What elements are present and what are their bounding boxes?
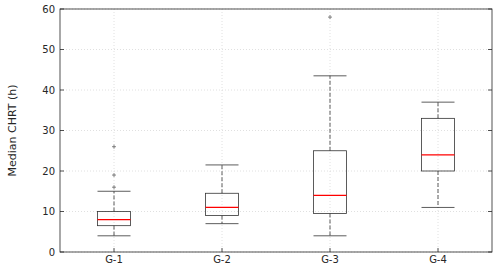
x-tick-label: G-1 xyxy=(105,254,123,265)
y-tick-right xyxy=(488,252,492,253)
box-group xyxy=(314,15,347,236)
y-tick-label: 60 xyxy=(42,4,55,15)
y-tick-right xyxy=(488,90,492,91)
grid-line xyxy=(60,49,492,50)
y-tick xyxy=(60,9,64,10)
whisker-low xyxy=(330,214,331,236)
outlier xyxy=(112,185,116,189)
box xyxy=(314,151,347,214)
y-tick xyxy=(60,211,64,212)
y-tick-label: 0 xyxy=(49,247,55,258)
outlier xyxy=(112,145,116,149)
y-tick-right xyxy=(488,171,492,172)
box xyxy=(422,118,455,171)
y-tick-right xyxy=(488,211,492,212)
cap-low xyxy=(206,223,239,224)
y-tick xyxy=(60,171,64,172)
cap-high xyxy=(98,191,131,192)
whisker-high xyxy=(330,76,331,151)
y-tick-right xyxy=(488,9,492,10)
y-tick-label: 10 xyxy=(42,206,55,217)
frame xyxy=(60,9,492,252)
y-tick xyxy=(60,130,64,131)
y-tick xyxy=(60,90,64,91)
y-tick-right xyxy=(488,49,492,50)
y-tick xyxy=(60,252,64,253)
cap-low xyxy=(422,207,455,208)
x-tick-label: G-2 xyxy=(213,254,231,265)
y-tick xyxy=(60,49,64,50)
whisker-high xyxy=(222,165,223,193)
y-tick-right xyxy=(488,130,492,131)
outlier xyxy=(112,173,116,177)
grid-line-x xyxy=(438,9,439,252)
x-tick xyxy=(222,248,223,252)
chart: 0 10 20 30 40 50 60 Median CHRT (h) G-1 G-2 G-3 G-4 xyxy=(0,0,500,267)
grid xyxy=(60,9,492,252)
whisker-low xyxy=(438,171,439,207)
cap-low xyxy=(98,235,131,236)
cap-high xyxy=(206,164,239,165)
y-tick-label: 40 xyxy=(42,85,55,96)
cap-high xyxy=(422,102,455,103)
whisker-low xyxy=(114,226,115,236)
median xyxy=(206,207,239,208)
grid-line-x xyxy=(114,9,115,252)
median xyxy=(98,219,131,220)
median xyxy=(314,195,347,196)
cap-high xyxy=(314,75,347,76)
y-tick-label: 50 xyxy=(42,44,55,55)
box-group xyxy=(98,145,131,236)
x-tick xyxy=(114,248,115,252)
y-tick-label: 30 xyxy=(42,125,55,136)
outlier xyxy=(328,15,332,19)
grid-line-x xyxy=(330,9,331,252)
grid-line xyxy=(60,130,492,131)
y-axis-label: Median CHRT (h) xyxy=(6,84,19,176)
box xyxy=(98,212,131,226)
whisker-high xyxy=(438,102,439,118)
y-axis: 0 10 20 30 40 50 60 xyxy=(42,4,492,258)
box-group xyxy=(422,102,455,207)
cap-low xyxy=(314,235,347,236)
plot-area xyxy=(98,15,455,236)
x-tick-label: G-4 xyxy=(429,254,447,265)
x-axis: G-1 G-2 G-3 G-4 xyxy=(105,248,447,265)
box xyxy=(206,193,239,215)
x-tick xyxy=(330,248,331,252)
x-tick xyxy=(438,248,439,252)
median xyxy=(422,154,455,155)
y-tick-label: 20 xyxy=(42,166,55,177)
whisker-low xyxy=(222,216,223,224)
grid-line xyxy=(60,90,492,91)
whisker-high xyxy=(114,191,115,211)
box-group xyxy=(206,165,239,224)
x-tick-label: G-3 xyxy=(321,254,339,265)
